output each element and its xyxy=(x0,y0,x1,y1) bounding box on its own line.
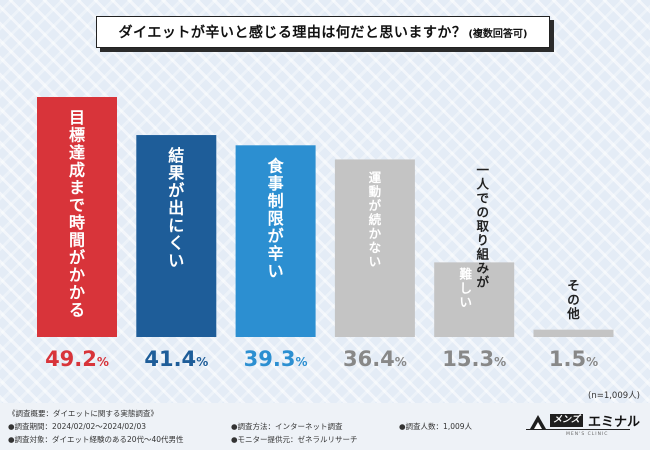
survey-overview: 《調査概要：ダイエットに関する実態調査》 xyxy=(8,409,158,418)
bar-4 xyxy=(434,262,515,337)
brand-logo-frame xyxy=(526,411,630,430)
brand-mark-icon xyxy=(530,415,546,429)
survey-period: ●調査期間：2024/02/02〜2024/02/03 xyxy=(8,422,146,431)
survey-count: ●調査人数：1,009人 xyxy=(399,422,473,431)
bar-1 xyxy=(136,135,217,337)
value-label-3: 36.4% xyxy=(343,347,407,371)
bar-label-4-0: 一人での取り組みが xyxy=(476,162,489,289)
brand-logo-name: エミナル xyxy=(588,415,641,430)
bar-0 xyxy=(37,97,117,337)
value-label-4: 15.3% xyxy=(442,347,506,371)
bar-3 xyxy=(334,159,415,337)
bar-label-0: 目標達成まで時間がかかる xyxy=(69,108,85,320)
survey-method: ●調査方法：インターネット調査 xyxy=(231,422,343,431)
value-label-2: 39.3% xyxy=(244,347,308,371)
bar-label-3: 運動が続かない xyxy=(369,170,382,269)
bar-2 xyxy=(235,145,316,337)
sample-size-note: (n=1,009人) xyxy=(588,391,640,401)
bar-label-4-1: 難しい xyxy=(459,266,472,309)
bar-label-2: 食事制限が辛い xyxy=(267,156,285,280)
bar-5 xyxy=(533,329,614,337)
brand-logo-sub: MEN'S CLINIC xyxy=(566,432,609,437)
chart-title-note: (複数回答可) xyxy=(468,28,528,40)
survey-provider: ●モニター提供元：ゼネラルリサーチ xyxy=(231,435,358,444)
value-label-5: 1.5% xyxy=(549,347,598,371)
brand-logo-tag: メンズ xyxy=(550,414,583,427)
bar-label-1: 結果が出にくい xyxy=(167,146,184,270)
survey-target: ●調査対象：ダイエット経験のある20代〜40代男性 xyxy=(8,435,184,444)
value-label-1: 41.4% xyxy=(144,347,208,371)
bar-label-5: その他 xyxy=(566,278,580,321)
value-label-0: 49.2% xyxy=(45,347,109,371)
chart-title: ダイエットが辛いと感じる理由は何だと思いますか？ (複数回答可) xyxy=(96,16,550,48)
chart-title-text: ダイエットが辛いと感じる理由は何だと思いますか？ xyxy=(118,25,467,41)
brand-logo: メンズ エミナル MEN'S CLINIC xyxy=(526,411,641,441)
